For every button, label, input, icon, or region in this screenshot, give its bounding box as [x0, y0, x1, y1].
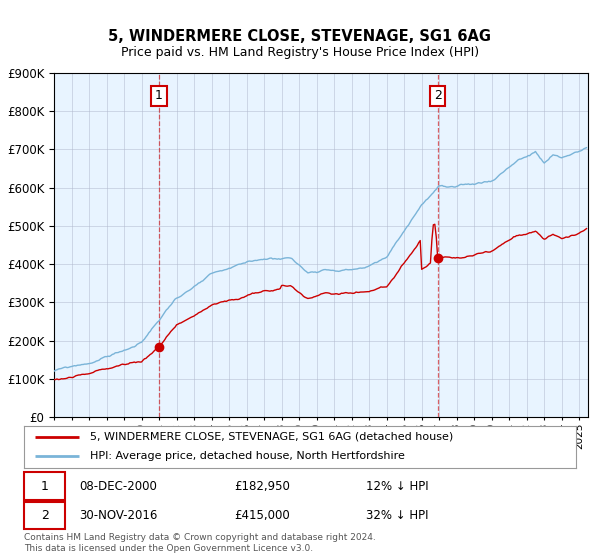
- Text: £182,950: £182,950: [234, 480, 290, 493]
- Text: Contains HM Land Registry data © Crown copyright and database right 2024.
This d: Contains HM Land Registry data © Crown c…: [24, 533, 376, 553]
- Text: 12% ↓ HPI: 12% ↓ HPI: [366, 480, 429, 493]
- Text: 1: 1: [155, 89, 163, 102]
- Text: 2: 2: [41, 509, 49, 522]
- Text: £415,000: £415,000: [234, 509, 290, 522]
- Text: 08-DEC-2000: 08-DEC-2000: [79, 480, 157, 493]
- Text: HPI: Average price, detached house, North Hertfordshire: HPI: Average price, detached house, Nort…: [90, 451, 405, 461]
- Text: 2: 2: [434, 89, 442, 102]
- FancyBboxPatch shape: [24, 473, 65, 500]
- Text: 1: 1: [41, 480, 49, 493]
- Text: 30-NOV-2016: 30-NOV-2016: [79, 509, 158, 522]
- Text: 5, WINDERMERE CLOSE, STEVENAGE, SG1 6AG (detached house): 5, WINDERMERE CLOSE, STEVENAGE, SG1 6AG …: [90, 432, 454, 442]
- Text: 32% ↓ HPI: 32% ↓ HPI: [366, 509, 429, 522]
- Text: Price paid vs. HM Land Registry's House Price Index (HPI): Price paid vs. HM Land Registry's House …: [121, 45, 479, 59]
- Text: 5, WINDERMERE CLOSE, STEVENAGE, SG1 6AG: 5, WINDERMERE CLOSE, STEVENAGE, SG1 6AG: [109, 29, 491, 44]
- FancyBboxPatch shape: [24, 502, 65, 530]
